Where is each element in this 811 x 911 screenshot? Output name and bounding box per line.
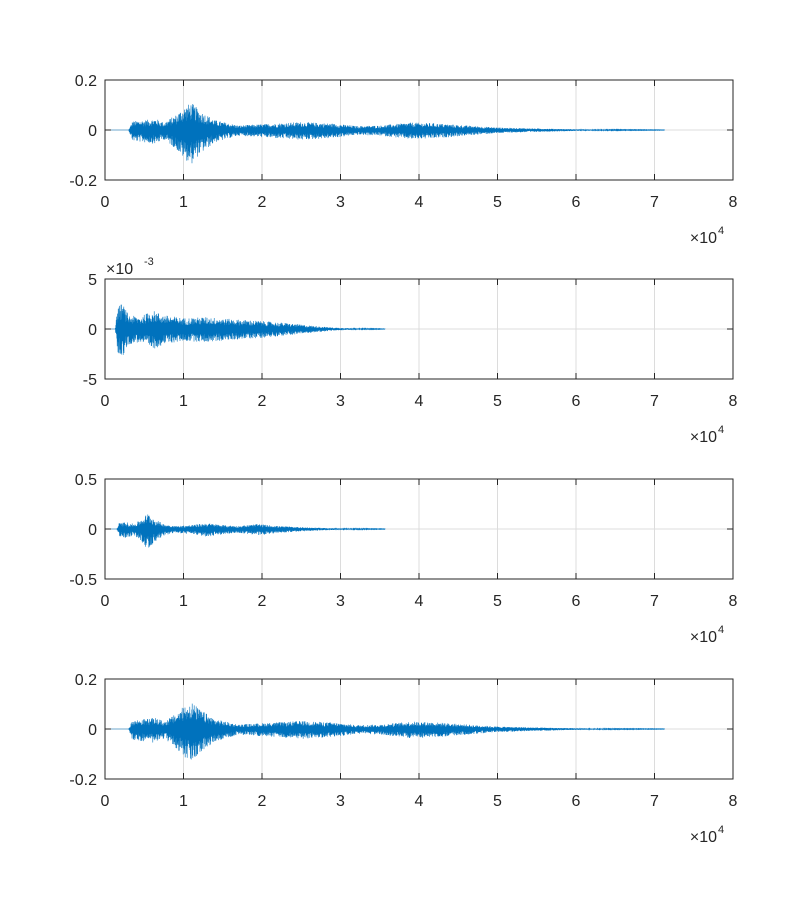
y-tick-label: 0 (88, 722, 97, 739)
y-exponent-power: -3 (144, 256, 154, 268)
x-tick-label: 8 (729, 393, 738, 410)
x-tick-label: 6 (572, 793, 581, 810)
x-exponent-power: 4 (718, 824, 724, 836)
x-tick-label: 5 (493, 393, 502, 410)
subplot-3: 0 1 2 3 4 5 6 7 8-0.500.5×10 4 (69, 472, 737, 646)
x-tick-label: 6 (572, 393, 581, 410)
x-exponent-power: 4 (718, 624, 724, 636)
x-tick-label: 4 (415, 393, 424, 410)
y-tick-label: 0 (88, 522, 97, 539)
y-tick-label: 0 (88, 322, 97, 339)
signal-line (105, 104, 665, 164)
x-tick-label: 4 (415, 593, 424, 610)
x-tick-label: 3 (336, 593, 345, 610)
x-tick-label: 5 (493, 593, 502, 610)
x-tick-label: 0 (101, 194, 110, 211)
x-tick-label: 1 (179, 194, 188, 211)
x-exponent-power: 4 (718, 424, 724, 436)
x-tick-label: 2 (258, 194, 267, 211)
signal-line (105, 304, 386, 355)
x-exponent-base: ×10 (690, 230, 717, 247)
y-tick-label: -0.5 (69, 572, 97, 589)
subplot-2: 0 1 2 3 4 5 6 7 8-505×10 4×10 -3 (83, 256, 738, 446)
x-tick-label: 5 (493, 194, 502, 211)
y-tick-label: 0.2 (75, 73, 97, 90)
y-exponent-base: ×10 (106, 261, 133, 278)
x-exponent-base: ×10 (690, 629, 717, 646)
x-exponent-base: ×10 (690, 829, 717, 846)
x-tick-label: 3 (336, 393, 345, 410)
x-tick-label: 0 (101, 593, 110, 610)
x-tick-label: 6 (572, 194, 581, 211)
x-tick-label: 4 (415, 793, 424, 810)
x-tick-label: 3 (336, 793, 345, 810)
x-tick-label: 0 (101, 793, 110, 810)
subplot-1: 0 1 2 3 4 5 6 7 8-0.200.2×10 4 (69, 73, 737, 247)
signal-line (105, 514, 386, 548)
x-tick-label: 8 (729, 194, 738, 211)
y-tick-label: 5 (88, 272, 97, 289)
x-exponent-base: ×10 (690, 429, 717, 446)
y-tick-label: -0.2 (69, 173, 97, 190)
x-tick-label: 2 (258, 393, 267, 410)
y-tick-label: 0 (88, 123, 97, 140)
x-tick-label: 7 (650, 393, 659, 410)
x-tick-label: 7 (650, 194, 659, 211)
x-tick-label: 1 (179, 393, 188, 410)
x-tick-label: 2 (258, 793, 267, 810)
y-tick-label: -5 (83, 372, 97, 389)
subplot-4: 0 1 2 3 4 5 6 7 8-0.200.2×10 4 (69, 672, 737, 846)
x-tick-label: 4 (415, 194, 424, 211)
y-tick-label: -0.2 (69, 772, 97, 789)
x-tick-label: 0 (101, 393, 110, 410)
x-tick-label: 2 (258, 593, 267, 610)
x-tick-label: 6 (572, 593, 581, 610)
x-tick-label: 7 (650, 793, 659, 810)
signal-line (105, 703, 665, 760)
y-tick-label: 0.5 (75, 472, 97, 489)
x-tick-label: 7 (650, 593, 659, 610)
x-tick-label: 3 (336, 194, 345, 211)
x-tick-label: 8 (729, 593, 738, 610)
x-tick-label: 1 (179, 593, 188, 610)
x-tick-label: 8 (729, 793, 738, 810)
x-tick-label: 5 (493, 793, 502, 810)
x-tick-label: 1 (179, 793, 188, 810)
y-tick-label: 0.2 (75, 672, 97, 689)
x-exponent-power: 4 (718, 225, 724, 237)
